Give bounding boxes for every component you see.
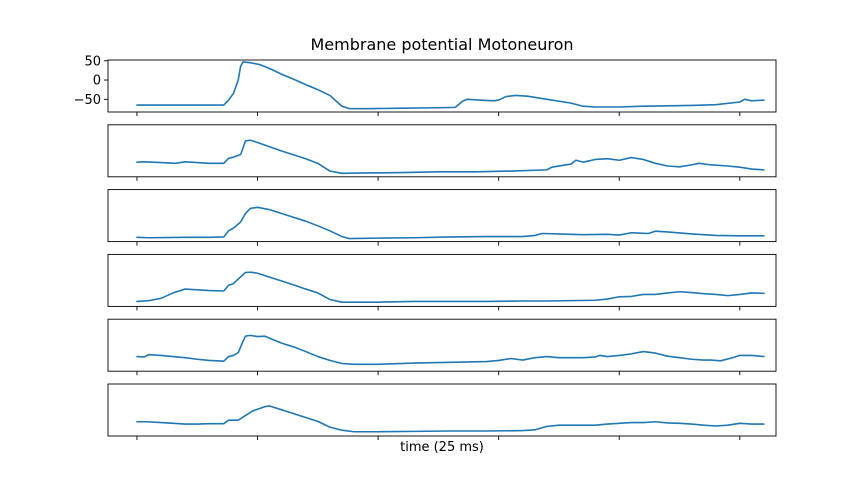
subplot-6 bbox=[107, 383, 777, 440]
subplot-5 bbox=[107, 318, 777, 376]
subplot-4 bbox=[107, 253, 777, 311]
chart-title: Membrane potential Motoneuron bbox=[310, 35, 573, 54]
y-tick-label: 50 bbox=[84, 54, 101, 69]
subplot-2 bbox=[107, 124, 777, 181]
subplot-frame-2 bbox=[107, 124, 777, 178]
membrane-potential-line-1 bbox=[136, 61, 765, 110]
membrane-potential-line-6 bbox=[136, 405, 765, 433]
subplot-frame-6 bbox=[107, 383, 777, 437]
x-axis-label: time (25 ms) bbox=[400, 440, 484, 455]
subplot-3 bbox=[107, 189, 777, 246]
subplot-frame-5 bbox=[107, 318, 777, 372]
membrane-potential-line-3 bbox=[136, 206, 765, 240]
membrane-potential-line-4 bbox=[136, 271, 765, 303]
membrane-potential-line-2 bbox=[136, 139, 765, 175]
subplot-frame-3 bbox=[107, 189, 777, 243]
subplot-frame-4 bbox=[107, 253, 777, 307]
y-tick-label: −50 bbox=[74, 93, 101, 108]
subplot-panels: 50 0 −50 bbox=[74, 54, 777, 440]
subplot-frame-1 bbox=[107, 59, 777, 113]
subplot-1: 50 0 −50 bbox=[74, 54, 777, 116]
y-tick-label: 0 bbox=[93, 74, 101, 89]
membrane-potential-line-5 bbox=[136, 334, 765, 366]
